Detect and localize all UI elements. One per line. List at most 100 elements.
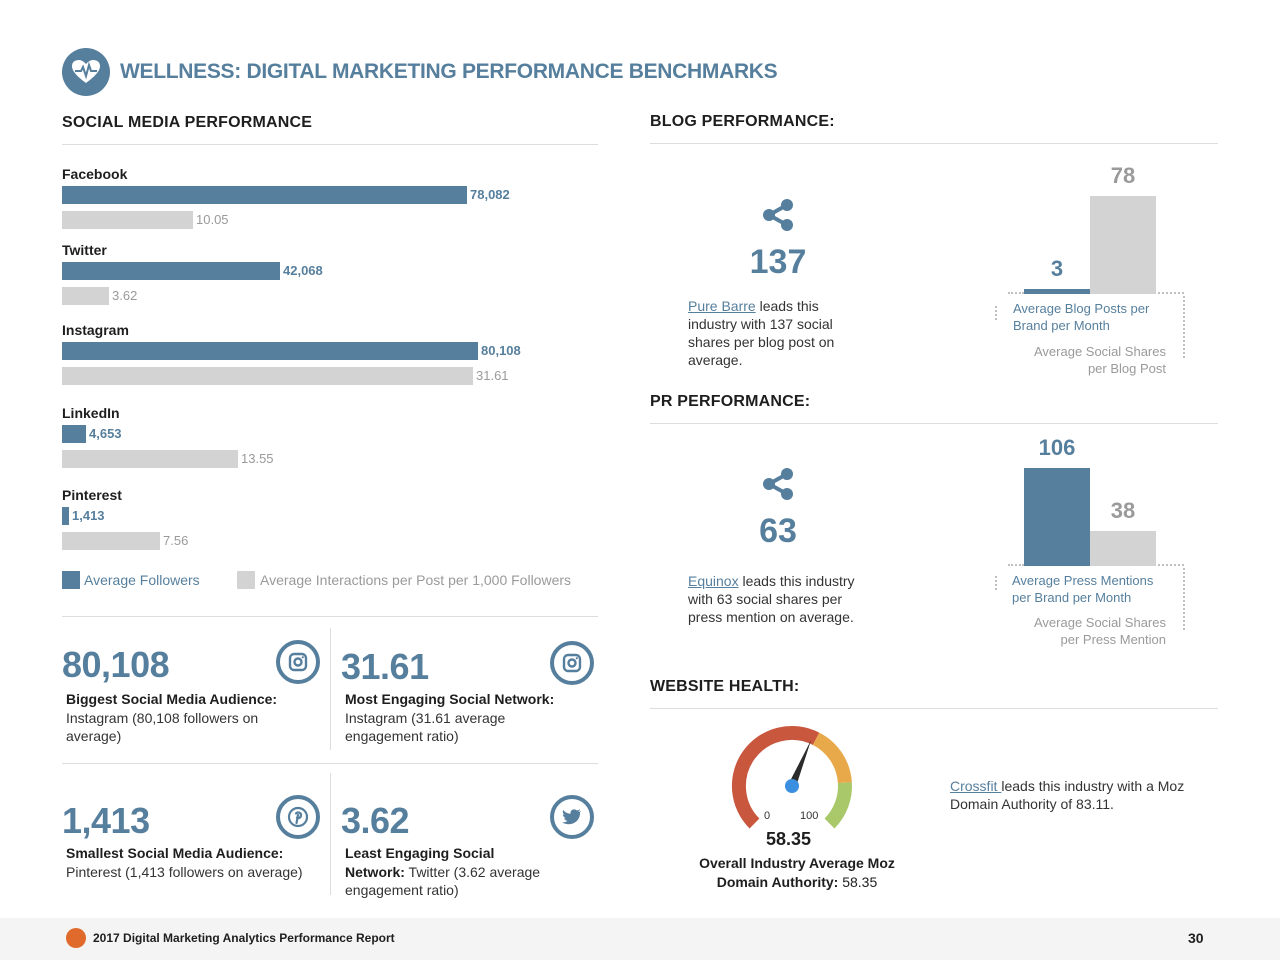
bar-interactions-label-instagram: 31.61 — [476, 368, 509, 383]
legend-followers: Average Followers — [84, 572, 200, 588]
blog-dotted-vertical-right — [1183, 296, 1185, 358]
blog-dotted-left — [1008, 292, 1024, 294]
blog-divider — [650, 143, 1218, 144]
page-number: 30 — [1188, 930, 1204, 946]
blog-bar-posts — [1024, 289, 1090, 294]
social-divider — [62, 144, 598, 145]
bar-followers-label-linkedin: 4,653 — [89, 426, 122, 441]
stat-least-engaging-desc-text: Twitter (3.62 average engagement ratio) — [345, 864, 541, 898]
bar-followers-instagram — [62, 342, 478, 360]
pinterest-icon — [276, 795, 320, 839]
gauge-arc-orange — [812, 732, 852, 784]
pr-leader-link[interactable]: Equinox — [688, 573, 739, 589]
blog-bar-shares — [1090, 196, 1156, 294]
social-section-title: SOCIAL MEDIA PERFORMANCE — [62, 114, 313, 131]
stats-vdivider-top — [330, 628, 331, 750]
pr-top-shares-value: 63 — [759, 512, 797, 550]
blog-caption-shares: Average Social Shares per Blog Post — [1033, 344, 1166, 376]
bar-category-twitter: Twitter — [62, 242, 107, 258]
gauge-value-label: 58.35 — [766, 829, 812, 849]
blog-caption-posts: Average Blog Posts per Brand per Month — [1013, 301, 1150, 333]
web-section-title: WEBSITE HEALTH: — [650, 678, 800, 695]
stats-vdivider-bottom — [330, 773, 331, 895]
gauge-arc-red — [731, 725, 820, 829]
stat-biggest-audience-heading: Biggest Social Media Audience: — [66, 691, 278, 707]
stats-mid-divider — [62, 763, 598, 764]
pr-caption-shares: Average Social Shares per Press Mention — [1033, 615, 1166, 647]
domain-authority-gauge — [731, 725, 852, 829]
gauge-caption: Overall Industry Average Moz Domain Auth… — [690, 854, 904, 892]
gauge-caption-value: 58.35 — [838, 874, 878, 890]
bar-interactions-label-pinterest: 7.56 — [163, 533, 189, 548]
bar-interactions-linkedin — [62, 450, 238, 468]
share-icon — [760, 197, 796, 238]
stat-least-engaging-desc: Network: Twitter (3.62 average engagemen… — [345, 863, 585, 899]
footer-bar — [0, 918, 1280, 960]
web-leader-link[interactable]: Crossfit — [950, 778, 1002, 794]
web-leader-desc: leads this industry with a Moz Domain Au… — [950, 778, 1185, 812]
gauge-arc-green — [824, 782, 852, 829]
bar-followers-twitter — [62, 262, 280, 280]
pr-caption-mentions: Average Press Mentions per Brand per Mon… — [1012, 573, 1154, 605]
pr-dotted-vertical-left — [995, 576, 997, 590]
stat-most-engaging-value: 31.61 — [341, 646, 429, 687]
legend-interactions: Average Interactions per Post per 1,000 … — [260, 572, 572, 588]
gauge-min-label: 0 — [764, 810, 771, 822]
gauge-caption-line1: Overall Industry Average Moz — [699, 855, 895, 871]
pr-leader-desc: leads this industry with 63 social share… — [688, 573, 855, 625]
gauge-caption-label: Domain Authority: — [716, 874, 839, 890]
stat-smallest-audience-value: 1,413 — [62, 800, 150, 841]
bar-followers-pinterest — [62, 507, 69, 525]
bar-interactions-twitter — [62, 287, 109, 305]
pr-divider — [650, 423, 1218, 424]
gauge-max-label: 100 — [800, 810, 819, 822]
bar-interactions-label-linkedin: 13.55 — [241, 451, 274, 466]
stat-most-engaging-heading: Most Engaging Social Network: — [345, 691, 555, 707]
pr-bar-shares-label: 38 — [1110, 498, 1136, 523]
gauge-needle — [788, 739, 812, 788]
blog-dotted-vertical-left — [995, 306, 997, 320]
stat-least-engaging-heading: Least Engaging Social — [345, 845, 495, 861]
bar-followers-label-pinterest: 1,413 — [72, 508, 105, 523]
bar-interactions-label-facebook: 10.05 — [196, 212, 229, 227]
instagram-icon — [550, 641, 594, 685]
bar-category-facebook: Facebook — [62, 166, 128, 182]
bar-category-linkedin: LinkedIn — [62, 405, 120, 421]
page-title: WELLNESS: DIGITAL MARKETING PERFORMANCE … — [120, 60, 778, 83]
stat-smallest-audience-desc: Pinterest (1,413 followers on average) — [66, 864, 303, 880]
legend-swatch-followers — [62, 571, 80, 589]
bar-followers-label-instagram: 80,108 — [481, 343, 521, 358]
stat-smallest-audience-heading: Smallest Social Media Audience: — [66, 845, 284, 861]
bar-followers-label-twitter: 42,068 — [283, 263, 323, 278]
blog-leader-link[interactable]: Pure Barre — [688, 298, 756, 314]
stat-least-engaging-heading-2: Network: — [345, 864, 405, 880]
stat-least-engaging-value: 3.62 — [341, 800, 410, 841]
bar-followers-label-facebook: 78,082 — [470, 187, 510, 202]
web-leader-text: Crossfit leads this industry with a Moz … — [950, 777, 1190, 813]
instagram-icon — [276, 640, 320, 684]
bar-category-pinterest: Pinterest — [62, 487, 122, 503]
blog-top-shares-value: 137 — [749, 243, 807, 281]
pr-bar-mentions — [1024, 468, 1090, 566]
twitter-icon — [550, 795, 594, 839]
footer-report-title: 2017 Digital Marketing Analytics Perform… — [93, 931, 395, 945]
blog-bar-chart — [1024, 196, 1156, 294]
stat-biggest-audience-desc: Instagram (80,108 followers on average) — [66, 710, 259, 744]
bar-interactions-pinterest — [62, 532, 160, 550]
bar-followers-facebook — [62, 186, 467, 204]
blog-leader-desc: leads this industry with 137 social shar… — [688, 298, 835, 368]
stat-most-engaging-desc: Instagram (31.61 average engagement rati… — [345, 710, 506, 744]
blog-dotted-right — [1158, 292, 1184, 294]
bar-interactions-facebook — [62, 211, 193, 229]
blog-leader-text: Pure Barre leads this industry with 137 … — [688, 297, 858, 369]
pr-bar-mentions-label: 106 — [1038, 435, 1076, 460]
web-divider — [650, 708, 1218, 709]
stats-top-divider — [62, 616, 598, 617]
blog-section-title: BLOG PERFORMANCE: — [650, 113, 835, 130]
pr-dotted-left — [1008, 564, 1024, 566]
blog-bar-posts-label: 3 — [1050, 256, 1064, 281]
pr-bar-shares — [1090, 531, 1156, 566]
fox-logo-icon — [66, 928, 86, 948]
bar-interactions-label-twitter: 3.62 — [112, 288, 138, 303]
bar-followers-linkedin — [62, 425, 86, 443]
